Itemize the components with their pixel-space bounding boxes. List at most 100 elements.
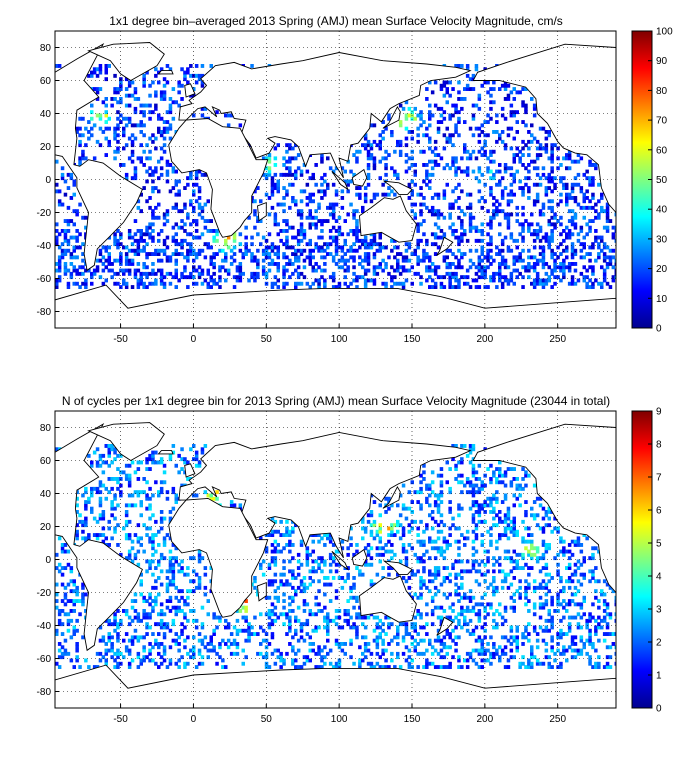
data-cell [203,255,208,260]
data-cell [355,549,359,554]
data-cell [544,546,549,551]
data-cell [212,615,216,620]
data-cell [425,172,429,177]
data-cell [515,258,519,263]
data-cell [212,281,216,286]
data-cell [288,172,292,177]
data-cell [547,655,551,660]
data-cell [270,556,275,561]
data-cell [509,103,514,108]
data-cell [139,658,143,663]
data-cell [541,245,546,250]
data-cell [113,281,117,286]
data-cell [375,638,380,643]
data-cell [212,632,216,636]
data-cell [186,661,190,666]
data-cell [498,569,502,574]
data-cell [124,510,129,514]
data-cell [75,642,79,646]
data-cell [559,242,563,247]
data-cell [218,642,222,646]
data-cell [483,622,487,627]
data-cell [611,589,616,594]
data-cell [442,192,447,197]
data-cell [159,661,164,666]
data-cell [165,245,170,250]
data-cell [454,159,458,164]
colorbar-tick-label: 0 [656,324,662,335]
data-cell [521,556,525,561]
data-cell [498,202,502,207]
data-cell [396,651,400,656]
data-cell [608,655,613,660]
data-cell [361,622,365,627]
data-cell [532,278,537,283]
data-cell [60,248,65,253]
data-cell [311,642,315,646]
data-cell [471,658,476,663]
data-cell [282,275,286,280]
data-cell [576,648,581,653]
data-cell [267,615,272,620]
data-cell [302,163,307,167]
data-cell [337,625,342,630]
data-cell [448,605,452,610]
data-cell [366,648,371,653]
data-cell [127,519,132,524]
data-cell [465,609,470,613]
data-cell [559,176,563,181]
data-cell [264,632,269,636]
data-cell [410,500,414,504]
data-cell [553,556,557,561]
data-cell [180,275,184,280]
data-cell [320,268,324,273]
data-cell [215,252,219,256]
data-cell [186,258,190,263]
data-cell [151,539,155,544]
data-cell [78,665,82,669]
data-cell [474,156,479,161]
data-cell [483,199,487,204]
data-cell [165,605,170,610]
data-cell [273,556,278,561]
data-cell [430,609,435,613]
data-cell [200,248,205,253]
data-cell [553,658,557,663]
data-cell [183,612,187,617]
data-cell [535,156,540,161]
data-cell [352,278,356,283]
data-cell [162,543,167,547]
data-cell [145,242,149,247]
data-cell [538,281,543,286]
data-cell [346,622,350,627]
data-cell [296,255,301,260]
data-cell [582,215,586,220]
data-cell [270,533,275,537]
data-cell [81,529,85,534]
data-cell [410,595,414,600]
data-cell [541,248,546,253]
data-cell [215,232,219,237]
data-cell [101,516,106,521]
data-cell [261,252,266,256]
data-cell [119,163,123,167]
data-cell [541,235,546,240]
data-cell [562,651,566,656]
data-cell [387,566,391,570]
data-cell [81,215,85,220]
data-cell [559,222,563,227]
data-cell [154,622,158,627]
data-cell [151,212,155,217]
data-cell [288,143,292,148]
data-cell [518,258,522,263]
data-cell [372,638,377,643]
data-cell [113,622,117,627]
data-cell [559,665,563,669]
data-cell [337,562,342,567]
data-cell [460,609,464,613]
data-cell [55,242,59,247]
data-cell [567,599,572,603]
data-cell [165,665,170,669]
data-cell [474,265,479,270]
data-cell [113,90,117,95]
